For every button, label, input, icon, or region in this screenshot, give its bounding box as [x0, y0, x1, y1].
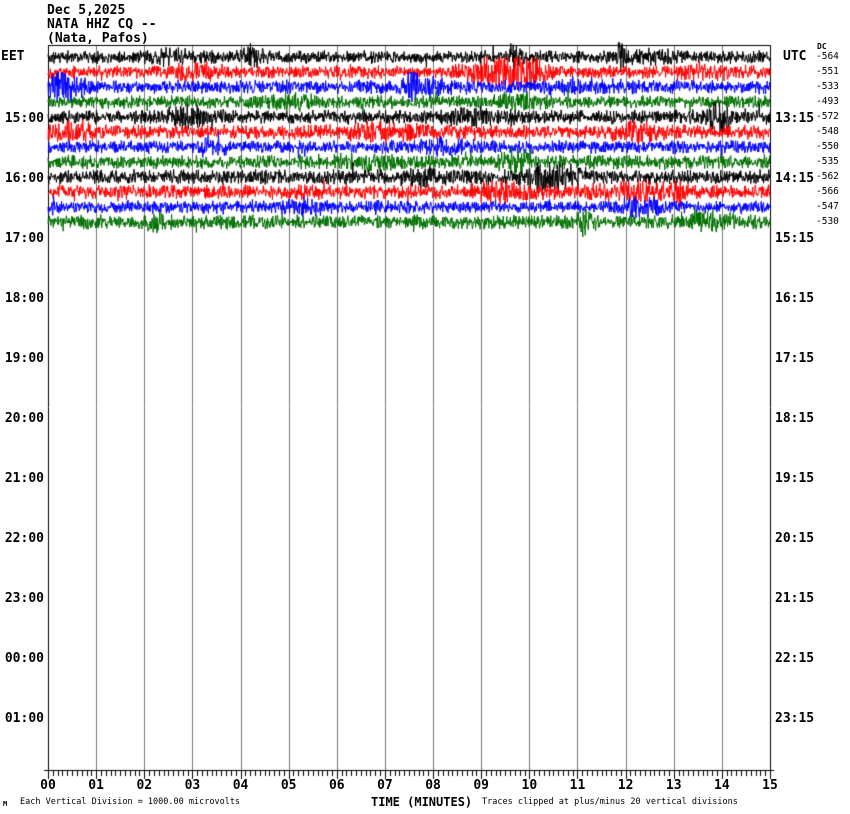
minute-label: 06: [328, 778, 345, 793]
minute-label: 09: [473, 778, 490, 793]
right-timezone-label: UTC: [783, 49, 807, 64]
minute-label: 15: [762, 778, 778, 793]
left-timezone-label: EET: [1, 49, 25, 64]
clip-note: Traces clipped at plus/minus 20 vertical…: [482, 797, 738, 807]
dc-offset-value: -562: [816, 171, 839, 182]
right-hour-label: 17:15: [775, 351, 815, 366]
dc-offset-value: -548: [816, 126, 839, 137]
left-hour-label: 17:00: [4, 231, 44, 246]
left-hour-label: 22:00: [4, 531, 44, 546]
minute-label: 10: [521, 778, 538, 793]
dc-offset-value: -550: [816, 141, 839, 152]
dc-offset-value: -530: [816, 216, 839, 227]
dc-offset-value: -493: [816, 96, 839, 107]
right-hour-label: 15:15: [775, 231, 815, 246]
minute-label: 00: [40, 778, 56, 793]
minute-label: 13: [665, 778, 682, 793]
right-hour-label: 18:15: [775, 411, 815, 426]
right-hour-label: 13:15: [775, 111, 815, 126]
header-date: Dec 5,2025: [47, 3, 126, 18]
right-hour-label: 23:15: [775, 711, 815, 726]
header-station: NATA HHZ CQ --: [47, 17, 157, 32]
right-hour-label: 19:15: [775, 471, 815, 486]
header-location: (Nata, Pafos): [47, 31, 149, 46]
right-hour-label: 14:15: [775, 171, 815, 186]
minute-label: 01: [88, 778, 104, 793]
minute-label: 08: [425, 778, 441, 793]
right-hour-label: 21:15: [775, 591, 815, 606]
scale-note: Each Vertical Division = 1000.00 microvo…: [20, 797, 241, 807]
dc-offset-value: -564: [816, 51, 839, 62]
dc-offset-value: -533: [816, 81, 839, 92]
right-hour-label: 20:15: [775, 531, 815, 546]
x-axis-title: TIME (MINUTES): [371, 795, 473, 809]
right-hour-label: 16:15: [775, 291, 815, 306]
minute-label: 04: [232, 778, 249, 793]
dc-offset-value: -572: [816, 111, 839, 122]
left-hour-label: 15:00: [4, 111, 44, 126]
dc-offset-value: -566: [816, 186, 839, 197]
minute-label: 12: [617, 778, 634, 793]
left-hour-label: 21:00: [4, 471, 44, 486]
left-hour-label: 00:00: [4, 651, 44, 666]
minute-label: 07: [377, 778, 393, 793]
minute-label: 11: [569, 778, 586, 793]
minute-label: 03: [184, 778, 201, 793]
left-hour-label: 23:00: [4, 591, 44, 606]
dc-column-label: DC: [817, 42, 827, 51]
dc-offset-value: -551: [816, 66, 839, 77]
minute-label: 14: [714, 778, 730, 793]
left-hour-label: 20:00: [4, 411, 44, 426]
left-hour-label: 16:00: [4, 171, 44, 186]
minute-label: 05: [280, 778, 297, 793]
watermark-logo: M: [3, 800, 8, 808]
left-hour-label: 18:00: [4, 291, 44, 306]
left-hour-label: 19:00: [4, 351, 44, 366]
dc-offset-value: -547: [816, 201, 839, 212]
minute-label: 02: [136, 778, 153, 793]
left-hour-label: 01:00: [4, 711, 44, 726]
dc-offset-value: -535: [816, 156, 839, 167]
right-hour-label: 22:15: [775, 651, 815, 666]
